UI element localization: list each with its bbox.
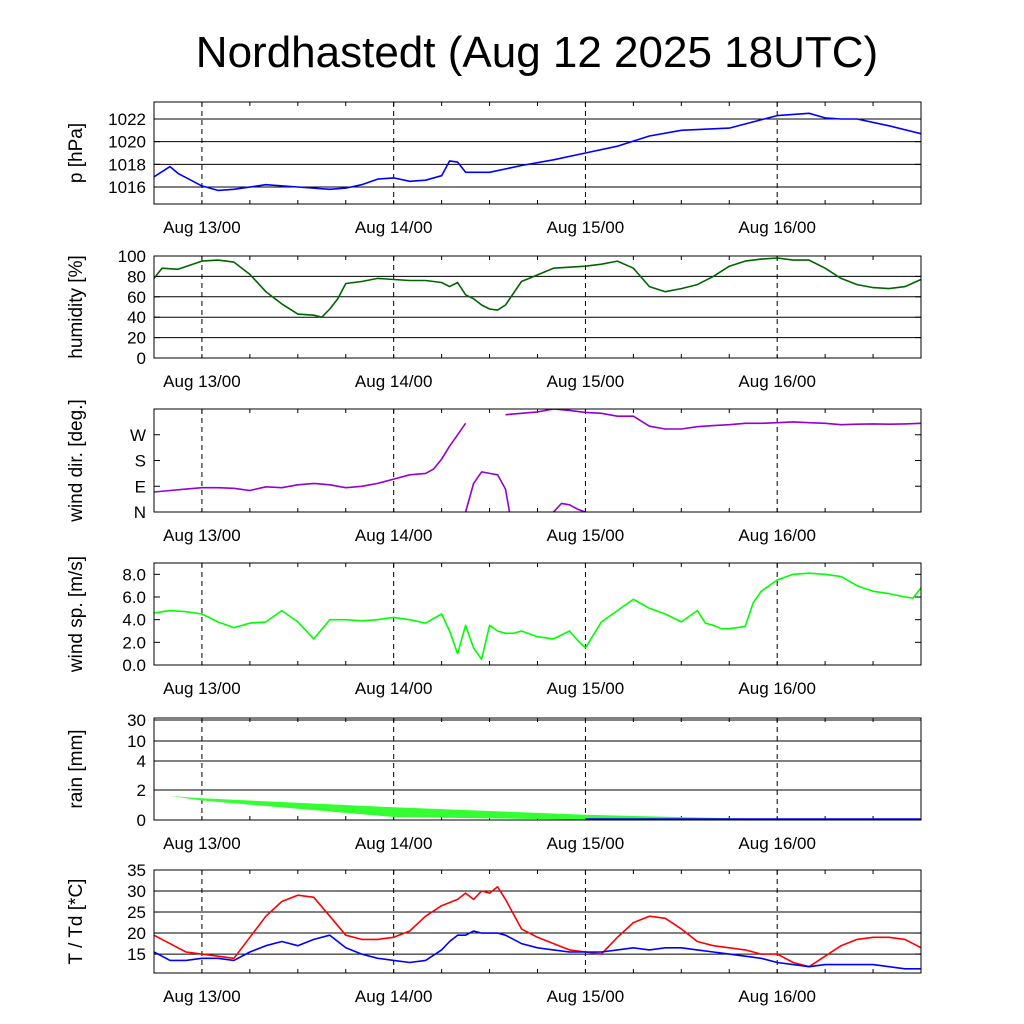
temperature-xtick-label: Aug 16/00 <box>738 987 816 1006</box>
temperature-ytick-label: 30 <box>127 882 146 901</box>
pressure-xtick-label: Aug 15/00 <box>547 218 625 237</box>
rain-frame <box>153 717 922 821</box>
wind-speed-ylabel: wind sp. [m/s] <box>66 556 87 673</box>
temperature-ytick-label: 35 <box>127 861 146 880</box>
pressure-frame <box>153 101 922 205</box>
wind-direction-series-line <box>464 471 511 512</box>
humidity-series-line <box>154 257 921 318</box>
rain-ytick-label: 0 <box>137 811 146 830</box>
pressure-ytick-label: 1020 <box>108 133 146 152</box>
temperature-ylabel: T / Td [*C] <box>66 879 87 965</box>
rain-area <box>170 796 921 820</box>
wind-speed-xtick-label: Aug 13/00 <box>163 679 241 698</box>
wind-speed-xtick-label: Aug 16/00 <box>738 679 816 698</box>
temperature-series-line <box>154 886 921 968</box>
humidity-xtick-label: Aug 16/00 <box>738 372 816 391</box>
wind-direction-xtick-label: Aug 15/00 <box>547 526 625 545</box>
humidity-ytick-label: 40 <box>127 308 146 327</box>
temperature-xtick-label: Aug 15/00 <box>547 987 625 1006</box>
temperature-series-line <box>154 930 921 970</box>
humidity-ytick-label: 60 <box>127 288 146 307</box>
humidity-ylabel: humidity [%] <box>66 255 87 358</box>
temperature-xtick-label: Aug 14/00 <box>355 987 433 1006</box>
humidity-data <box>154 257 921 318</box>
rain-xtick-label: Aug 15/00 <box>547 834 625 853</box>
pressure-ylabel: p [hPa] <box>66 123 87 183</box>
pressure-panel: 1016 1018 1020 1022 Aug 13/00 Aug 14/00 Aug 15… <box>66 101 922 237</box>
wind-direction-xtick-label: Aug 16/00 <box>738 526 816 545</box>
wind-speed-xtick-label: Aug 14/00 <box>355 679 433 698</box>
temperature-ytick-label: 15 <box>127 945 146 964</box>
humidity-ytick-label: 20 <box>127 329 146 348</box>
wind-direction-ylabel: wind dir. [deg.] <box>66 399 87 523</box>
wind-direction-data <box>154 409 921 512</box>
temperature-ytick-label: 20 <box>127 924 146 943</box>
wind-speed-xtick-label: Aug 15/00 <box>547 679 625 698</box>
humidity-ytick-label: 80 <box>127 267 146 286</box>
wind-speed-ytick-label: 2.0 <box>122 633 146 652</box>
chart-title: Nordhastedt (Aug 12 2025 18UTC) <box>196 28 878 77</box>
humidity-frame <box>153 255 922 359</box>
temperature-xtick-label: Aug 13/00 <box>163 987 241 1006</box>
wind-speed-data <box>154 572 921 661</box>
pressure-series-line <box>154 112 921 192</box>
temperature-frame <box>153 869 922 974</box>
humidity-xtick-label: Aug 15/00 <box>547 372 625 391</box>
wind-speed-panel: 0.0 2.0 4.0 6.0 8.0 Aug 13/00 Aug 14/00 Aug 15/… <box>66 556 922 698</box>
pressure-ytick-label: 1022 <box>108 110 146 129</box>
rain-ytick-label: 4 <box>137 752 146 771</box>
wind-direction-ytick-label: E <box>135 477 146 496</box>
rain-xtick-label: Aug 14/00 <box>355 834 433 853</box>
wind-speed-ytick-label: 6.0 <box>122 588 146 607</box>
wind-direction-xtick-label: Aug 13/00 <box>163 526 241 545</box>
wind-direction-series-line <box>552 502 586 512</box>
pressure-ytick-label: 1016 <box>108 178 146 197</box>
rain-xtick-label: Aug 13/00 <box>163 834 241 853</box>
wind-speed-ytick-label: 0.0 <box>122 656 146 675</box>
rain-ytick-label: 2 <box>137 781 146 800</box>
wind-speed-ytick-label: 4.0 <box>122 611 146 630</box>
wind-direction-series-line <box>505 409 921 430</box>
wind-speed-series-line <box>154 572 921 661</box>
rain-ylabel: rain [mm] <box>66 729 87 808</box>
rain-xtick-label: Aug 16/00 <box>738 834 816 853</box>
wind-speed-ytick-label: 8.0 <box>122 565 146 584</box>
humidity-xtick-label: Aug 14/00 <box>355 372 433 391</box>
pressure-xtick-label: Aug 16/00 <box>738 218 816 237</box>
wind-direction-frame <box>153 408 922 513</box>
rain-ytick-label: 30 <box>127 711 146 730</box>
humidity-ytick-label: 100 <box>118 247 146 266</box>
pressure-data <box>154 112 921 192</box>
pressure-ytick-label: 1018 <box>108 155 146 174</box>
wind-direction-xtick-label: Aug 14/00 <box>355 526 433 545</box>
humidity-xtick-label: Aug 13/00 <box>163 372 241 391</box>
pressure-xtick-label: Aug 14/00 <box>355 218 433 237</box>
pressure-xtick-label: Aug 13/00 <box>163 218 241 237</box>
wind-speed-frame <box>153 562 922 666</box>
rain-ytick-label: 10 <box>127 732 146 751</box>
wind-direction-series-line <box>154 422 467 493</box>
humidity-ytick-label: 0 <box>137 349 146 368</box>
temperature-panel: 15 20 25 30 35 Aug 13/00 Aug 14/00 Aug 15/00 Aug… <box>66 861 922 1006</box>
rain-panel: 0 2 410 30 Aug 13/00 Aug 14/00 Aug 15/00 Aug 16… <box>66 711 922 853</box>
rain-data <box>170 796 921 820</box>
wind-direction-ytick-label: W <box>130 426 146 445</box>
temperature-ytick-label: 25 <box>127 903 146 922</box>
wind-direction-ytick-label: S <box>135 452 146 471</box>
temperature-data <box>154 886 921 970</box>
wind-direction-ytick-label: N <box>134 503 146 522</box>
